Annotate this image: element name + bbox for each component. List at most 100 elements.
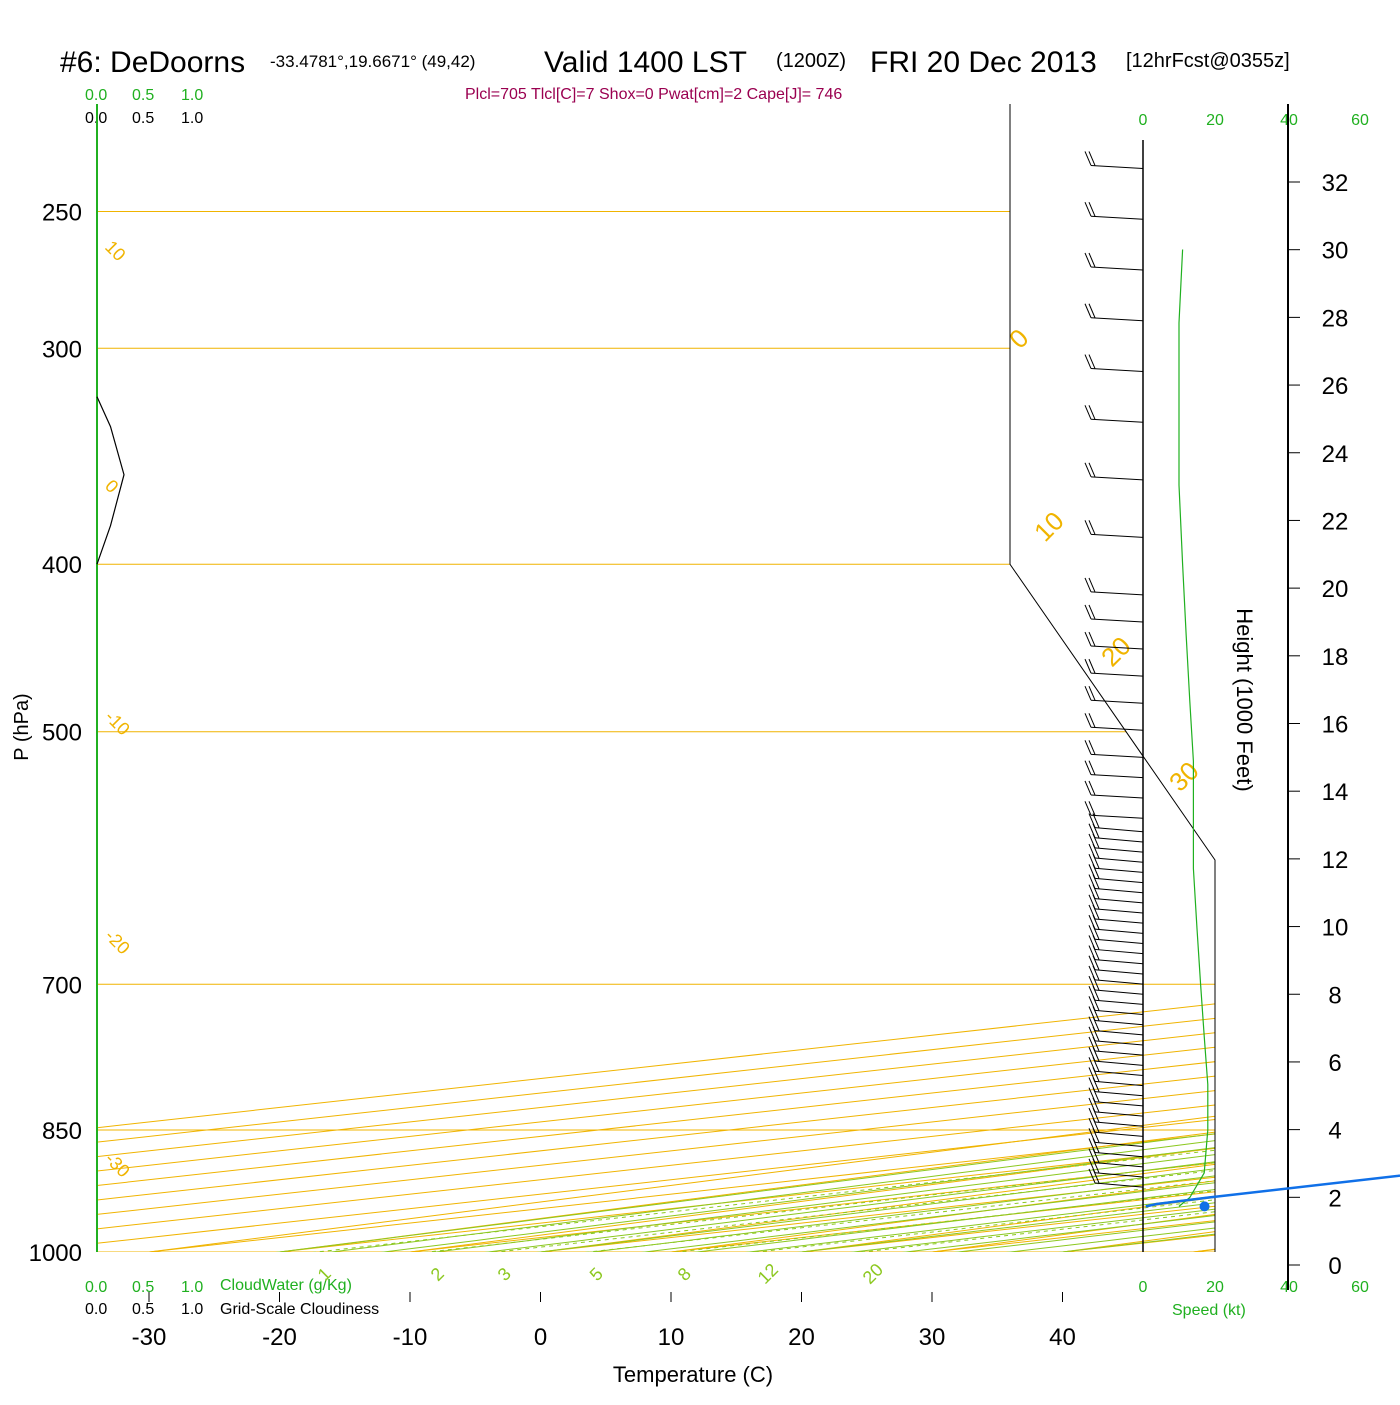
pressure-tick-label: 850 bbox=[42, 1118, 82, 1145]
cloudiness-scale-b1: 0.5 bbox=[132, 1301, 154, 1318]
wind-barb bbox=[1085, 801, 1143, 818]
height-tick-label: 16 bbox=[1322, 712, 1349, 739]
height-tick-label: 30 bbox=[1322, 238, 1349, 265]
wind-barb-staff bbox=[1095, 949, 1143, 953]
station-title: #6: DeDoorns bbox=[60, 46, 245, 79]
height-tick-label: 8 bbox=[1328, 982, 1341, 1009]
wind-barb-staff bbox=[1091, 419, 1143, 422]
mixing-ratio-label: 3 bbox=[494, 1264, 515, 1285]
isotherm-line bbox=[862, 181, 1400, 1289]
isotherm-label: 20 bbox=[1095, 631, 1137, 673]
moist-adiabat bbox=[163, 196, 1400, 1292]
height-tick-label: 2 bbox=[1328, 1185, 1341, 1212]
temperature-tick-label: 30 bbox=[919, 1324, 946, 1351]
wind-barb-staff bbox=[1091, 619, 1143, 622]
forecast-date: FRI 20 Dec 2013 bbox=[870, 46, 1097, 79]
speed-bottom-1: 20 bbox=[1206, 1279, 1224, 1296]
wind-barb-staff bbox=[1095, 838, 1143, 842]
speed-top-0: 0 bbox=[1139, 112, 1148, 129]
pressure-tick-label: 700 bbox=[42, 972, 82, 999]
wind-barb-staff bbox=[1095, 990, 1143, 994]
wind-barb-staff bbox=[1091, 754, 1143, 757]
isotherm-line bbox=[210, 181, 1400, 1289]
wind-barb bbox=[1089, 1108, 1143, 1126]
wind-barb bbox=[1089, 1017, 1143, 1035]
speed-top-1: 20 bbox=[1206, 112, 1224, 129]
height-tick-label: 26 bbox=[1322, 373, 1349, 400]
cloudwater-scale-bottom: 0.0 0.5 1.0 CloudWater (g/Kg) bbox=[85, 1277, 352, 1296]
moist-adiabat bbox=[719, 196, 1400, 1292]
height-tick-label: 4 bbox=[1328, 1118, 1341, 1145]
cloudwater-scale-1: 0.5 bbox=[132, 87, 154, 104]
temperature-tick-label: -10 bbox=[393, 1324, 428, 1351]
wind-barb-staff bbox=[1095, 1132, 1143, 1136]
speed-label: Speed (kt) bbox=[1172, 1302, 1246, 1319]
wind-barb-staff bbox=[1091, 165, 1143, 168]
wind-barb-staff bbox=[1091, 700, 1143, 703]
height-tick-label: 22 bbox=[1322, 508, 1349, 535]
mixing-ratio-line bbox=[267, 564, 1400, 1288]
wind-barb bbox=[1089, 956, 1143, 974]
wind-barb-staff bbox=[1095, 939, 1143, 943]
y-axis-title: P (hPa) bbox=[11, 693, 33, 760]
isotherm-label: -20 bbox=[101, 926, 134, 959]
wind-barb-staff bbox=[1091, 775, 1143, 778]
indices-line: Plcl=705 Tlcl[C]=7 Shox=0 Pwat[cm]=2 Cap… bbox=[465, 86, 842, 103]
wind-barb-staff bbox=[1091, 216, 1143, 219]
isotherm-line bbox=[732, 181, 1400, 1289]
wind-barb-staff bbox=[1095, 909, 1143, 913]
isotherm-line bbox=[601, 181, 1400, 1289]
wind-barb bbox=[1085, 355, 1143, 372]
wind-barb-staff bbox=[1095, 868, 1143, 872]
height-tick-label: 20 bbox=[1322, 576, 1349, 603]
wind-barb-staff bbox=[1095, 980, 1143, 984]
wind-barb-staff bbox=[1091, 795, 1143, 798]
dry-adiabat bbox=[0, 211, 1400, 1288]
wind-barb bbox=[1085, 304, 1143, 321]
wind-barb-staff bbox=[1095, 858, 1143, 862]
wind-barb-staff bbox=[1095, 899, 1143, 903]
speed-top-2: 40 bbox=[1280, 112, 1298, 129]
cloudiness-scale-2: 1.0 bbox=[181, 110, 203, 127]
dry-adiabat bbox=[525, 211, 1400, 1288]
cloudwater-scale-2: 1.0 bbox=[181, 87, 203, 104]
wind-barb bbox=[1085, 686, 1143, 703]
cloudiness-label: Grid-Scale Cloudiness bbox=[220, 1301, 379, 1318]
plot-frame bbox=[97, 104, 1288, 1290]
temperature-tick-label: 40 bbox=[1049, 1324, 1076, 1351]
wind-barb bbox=[1089, 976, 1143, 994]
isotherm-label: 30 bbox=[1163, 756, 1205, 798]
wind-barb bbox=[1089, 895, 1143, 913]
cloudiness-scale-bottom: 0.0 0.5 1.0 Grid-Scale Cloudiness bbox=[85, 1301, 379, 1318]
pressure-tick-label: 500 bbox=[42, 720, 82, 747]
cloudiness-scale-top: 0.0 0.5 1.0 bbox=[85, 110, 203, 127]
wind-barb bbox=[1085, 520, 1143, 537]
moist-adiabat bbox=[213, 196, 1400, 1292]
moist-adiabat bbox=[63, 196, 1400, 1292]
cloudwater-scale-b0: 0.0 bbox=[85, 1279, 107, 1296]
mixing-ratio-label: 2 bbox=[427, 1264, 448, 1285]
wind-barb bbox=[1085, 605, 1143, 622]
temperature-tick-label: 0 bbox=[534, 1324, 547, 1351]
dry-adiabat bbox=[0, 211, 1400, 1288]
wind-barb-staff bbox=[1095, 970, 1143, 974]
wind-barb-staff bbox=[1095, 1081, 1143, 1085]
isotherm-line bbox=[471, 181, 1400, 1289]
wind-barb-staff bbox=[1095, 1000, 1143, 1004]
wind-barb-staff bbox=[1091, 369, 1143, 372]
wind-barb bbox=[1089, 1139, 1143, 1157]
wind-barb bbox=[1089, 905, 1143, 923]
moist-adiabat bbox=[113, 196, 1400, 1292]
wind-barb bbox=[1085, 405, 1143, 422]
wind-barb bbox=[1085, 578, 1143, 595]
wind-barb bbox=[1085, 761, 1143, 778]
wind-barb-staff bbox=[1091, 727, 1143, 730]
moist-adiabat bbox=[565, 196, 1400, 1292]
wind-barb-staff bbox=[1091, 815, 1143, 818]
temperature-tick-label: 10 bbox=[658, 1324, 685, 1351]
isotherm-label: -10 bbox=[101, 707, 134, 740]
speed-bottom-0: 0 bbox=[1139, 1279, 1148, 1296]
wind-barb bbox=[1089, 946, 1143, 964]
valid-time: Valid 1400 LST bbox=[544, 46, 747, 79]
wind-barb bbox=[1085, 253, 1143, 270]
